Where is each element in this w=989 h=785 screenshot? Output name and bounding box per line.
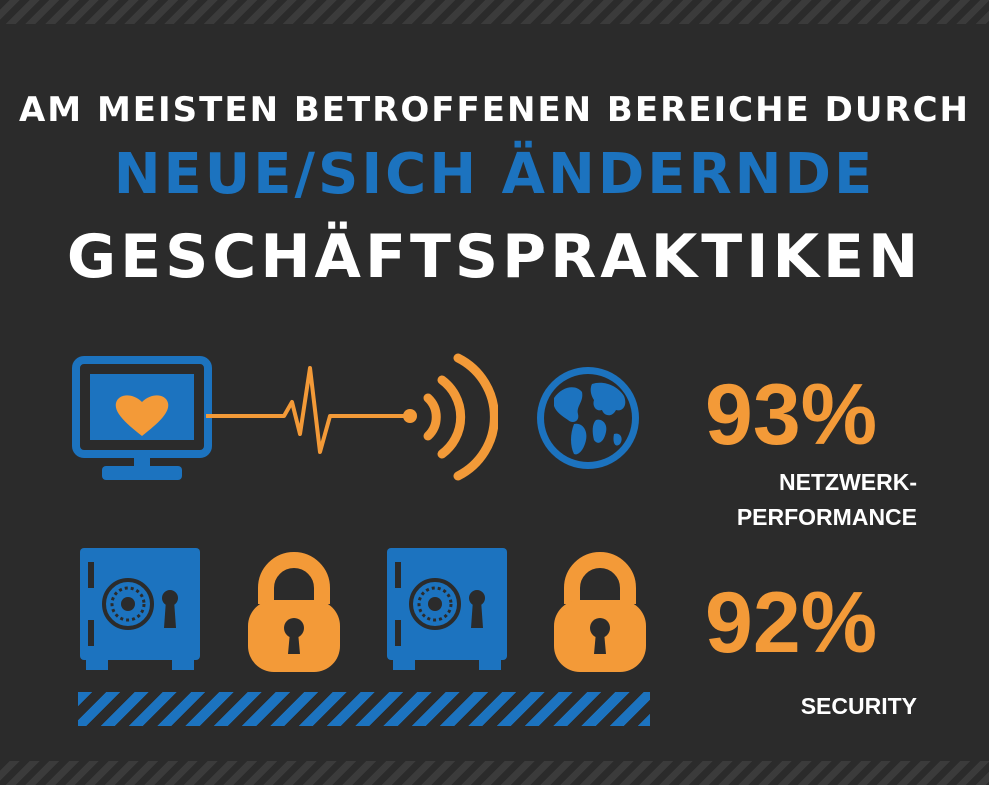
pulse-line-icon	[206, 366, 417, 454]
stat-value-security: 92%	[705, 575, 878, 671]
stat-value-network: 93%	[705, 367, 878, 463]
padlock-icon	[554, 552, 646, 672]
padlock-icon	[248, 552, 340, 672]
headline-line-1: AM MEISTEN BETROFFENEN BEREICHE DURCH	[18, 90, 971, 130]
stat-label-network-1: NETZWERK-	[779, 469, 917, 495]
headline-line-3: GESCHÄFTSPRAKTIKEN	[66, 222, 923, 292]
headline-line-2: NEUE/SICH ÄNDERNDE	[113, 142, 876, 207]
monitor-heart-icon	[72, 356, 212, 480]
stat-label-network-2: PERFORMANCE	[736, 504, 917, 530]
safe-icon	[80, 548, 200, 670]
wifi-signal-icon	[423, 353, 498, 481]
globe-icon	[537, 367, 639, 469]
top-stripe-band	[0, 0, 989, 24]
safe-icon	[387, 548, 507, 670]
stat-label-security: SECURITY	[800, 693, 917, 719]
blue-stripe-bar	[78, 692, 650, 726]
bottom-stripe-band	[0, 761, 989, 785]
